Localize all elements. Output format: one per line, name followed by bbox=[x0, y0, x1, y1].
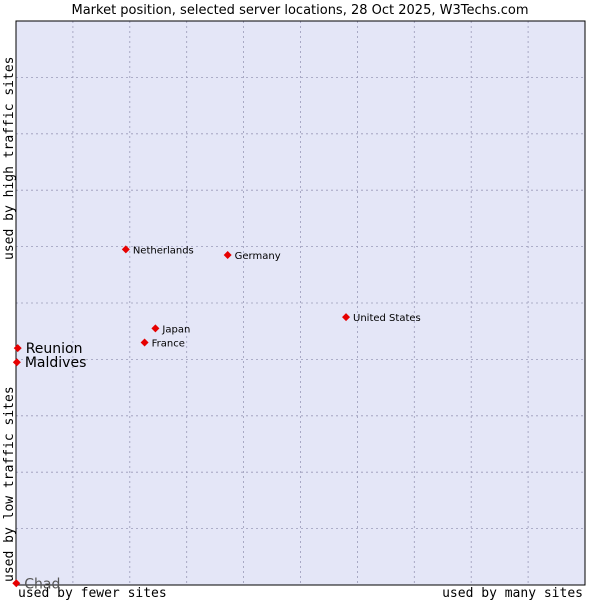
y-axis-label-bottom: used by low traffic sites bbox=[2, 386, 17, 582]
point-label-united-states: United States bbox=[353, 313, 421, 324]
point-marker-chad bbox=[12, 579, 21, 588]
point-label-reunion: Reunion bbox=[26, 341, 83, 357]
point-marker-netherlands bbox=[121, 245, 130, 254]
point-marker-reunion bbox=[13, 344, 22, 353]
point-label-maldives: Maldives bbox=[25, 355, 87, 371]
point-label-france: France bbox=[152, 338, 185, 349]
point-label-chad: Chad bbox=[24, 576, 60, 592]
point-marker-maldives bbox=[12, 358, 21, 367]
data-points: Netherlands Germany United States Japan Fran… bbox=[12, 245, 421, 592]
point-marker-japan bbox=[151, 324, 160, 333]
point-marker-france bbox=[140, 338, 149, 347]
point-marker-germany bbox=[223, 251, 232, 260]
point-label-germany: Germany bbox=[235, 251, 281, 262]
chart-title: Market position, selected server locatio… bbox=[71, 3, 528, 18]
grid-lines bbox=[16, 21, 585, 585]
x-axis-label-right: used by many sites bbox=[442, 586, 583, 600]
point-label-netherlands: Netherlands bbox=[133, 245, 194, 256]
point-marker-united-states bbox=[342, 313, 351, 322]
y-axis-label-top: used by high traffic sites bbox=[2, 57, 17, 261]
point-label-japan: Japan bbox=[161, 324, 190, 335]
plot-border bbox=[15, 20, 586, 586]
x-axis-label-left: used by fewer sites bbox=[18, 586, 167, 600]
